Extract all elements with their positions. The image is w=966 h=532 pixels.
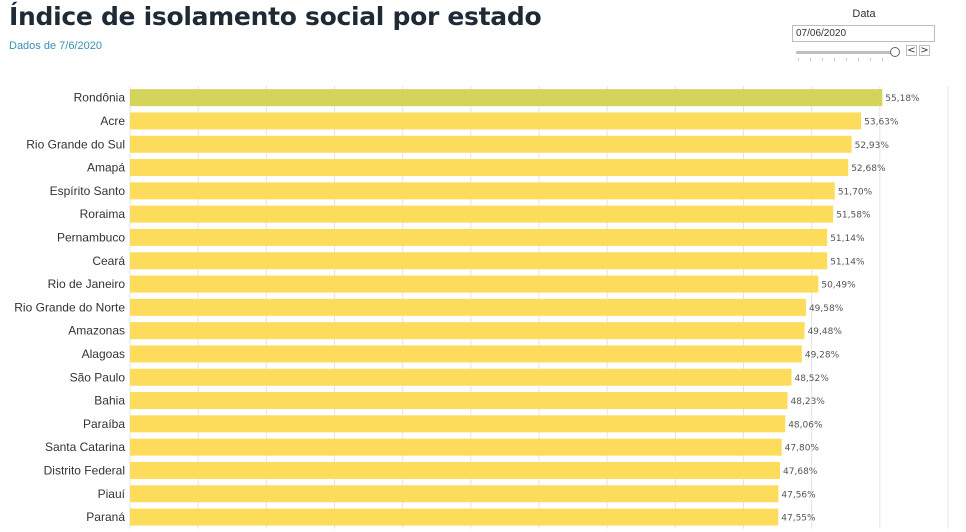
category-label: São Paulo: [70, 370, 126, 384]
next-date-button[interactable]: >: [919, 45, 930, 56]
bar[interactable]: [130, 112, 862, 130]
bar[interactable]: [130, 159, 849, 177]
category-label: Pernambuco: [57, 230, 125, 244]
category-label: Rio de Janeiro: [48, 277, 126, 291]
value-label: 49,28%: [805, 350, 840, 360]
category-label: Rio Grande do Sul: [26, 137, 125, 151]
category-label: Paraíba: [83, 417, 125, 431]
category-label: Rondônia: [74, 91, 126, 105]
bar[interactable]: [130, 392, 788, 410]
category-label: Bahia: [94, 394, 125, 408]
value-label: 47,80%: [785, 444, 820, 454]
value-label: 51,14%: [830, 257, 865, 267]
page-title: Índice de isolamento social por estado: [9, 2, 542, 31]
value-label: 51,58%: [836, 211, 871, 221]
bar[interactable]: [130, 228, 828, 246]
category-label: Amazonas: [68, 324, 125, 338]
category-label: Santa Catarina: [45, 440, 125, 454]
category-label: Acre: [100, 114, 125, 128]
value-label: 55,18%: [885, 94, 920, 104]
category-label: Piauí: [98, 487, 126, 501]
bar[interactable]: [130, 461, 781, 479]
bar[interactable]: [130, 345, 802, 363]
value-label: 52,68%: [851, 164, 886, 174]
prev-date-button[interactable]: <: [906, 45, 917, 56]
value-label: 51,70%: [838, 187, 873, 197]
date-slider-ticks: [798, 58, 894, 61]
bar[interactable]: [130, 135, 852, 153]
bar[interactable]: [130, 252, 828, 270]
category-label: Distrito Federal: [44, 463, 125, 477]
date-slider-handle[interactable]: [890, 47, 900, 57]
value-label: 49,58%: [809, 304, 844, 314]
value-label: 52,93%: [855, 141, 890, 151]
value-label: 48,23%: [791, 397, 826, 407]
bar[interactable]: [130, 275, 819, 293]
bar[interactable]: [130, 368, 792, 386]
value-label: 50,49%: [821, 281, 856, 291]
bar[interactable]: [130, 415, 786, 433]
category-label: Rio Grande do Norte: [14, 300, 125, 314]
bar[interactable]: [130, 438, 782, 456]
bar[interactable]: [130, 508, 779, 526]
value-label: 49,48%: [808, 327, 843, 337]
category-label: Espírito Santo: [50, 184, 126, 198]
date-slider-row: < >: [792, 45, 934, 61]
value-label: 48,06%: [788, 420, 823, 430]
bar[interactable]: [130, 89, 883, 107]
value-label: 48,52%: [794, 374, 829, 384]
category-label: Ceará: [92, 254, 125, 268]
bar[interactable]: [130, 485, 779, 503]
bar[interactable]: [130, 298, 806, 316]
bar[interactable]: [130, 322, 805, 340]
date-filter-label: Data: [852, 8, 876, 20]
date-slider-track[interactable]: [796, 51, 892, 54]
page-subtitle: Dados de 7/6/2020: [9, 40, 102, 52]
bar[interactable]: [130, 182, 835, 200]
category-label: Roraima: [80, 207, 126, 221]
category-label: Paraná: [86, 510, 125, 524]
date-filter: Data < >: [792, 8, 935, 61]
value-label: 47,68%: [783, 467, 818, 477]
category-label: Amapá: [87, 161, 125, 175]
bar[interactable]: [130, 205, 834, 223]
category-label: Alagoas: [82, 347, 125, 361]
date-input[interactable]: [792, 25, 935, 42]
value-label: 47,55%: [781, 514, 816, 524]
value-label: 51,14%: [830, 234, 865, 244]
value-label: 47,56%: [781, 490, 816, 500]
value-label: 53,63%: [864, 117, 899, 127]
